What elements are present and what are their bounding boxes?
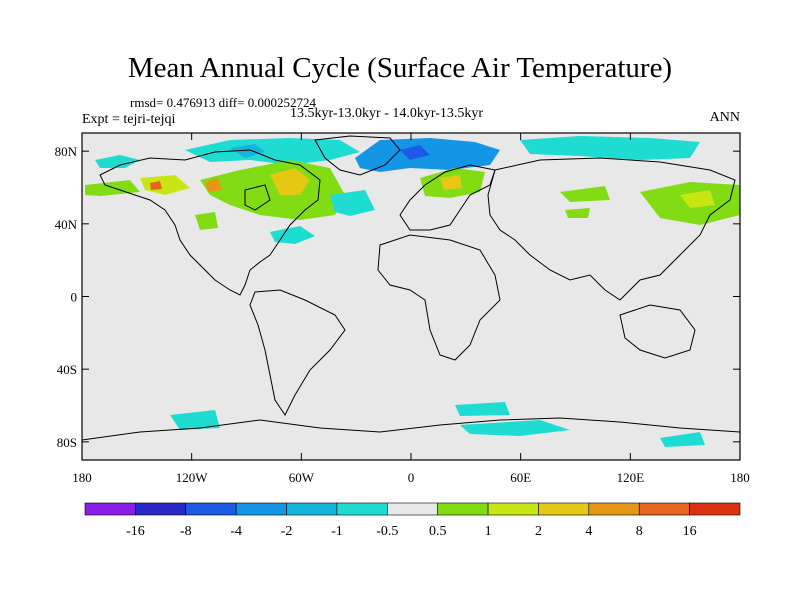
colorbar-label: -2 (281, 524, 293, 539)
map-title: Mean Annual Cycle (Surface Air Temperatu… (127, 52, 673, 84)
latitude-axis: 80N 40N 0 40S 80S (55, 144, 740, 450)
coastlines (82, 135, 740, 441)
coast-greenland (314, 135, 401, 176)
period-label: 13.5kyr-13.0kyr - 14.0kyr-13.5kyr (290, 106, 484, 121)
patch-antarctic-cool-3 (460, 420, 570, 436)
patch-alaska-red (150, 181, 162, 190)
patch-east-arctic (95, 155, 140, 168)
coast-europe (399, 164, 496, 231)
lon-tick-label: 180 (730, 470, 750, 485)
colorbar-swatch (185, 502, 237, 516)
patch-siberia-cool (520, 136, 700, 160)
experiment-label: Expt = tejri-tejqi (82, 112, 176, 127)
colorbar-swatch (638, 502, 690, 516)
lat-tick-label: 40N (55, 217, 78, 232)
patch-greenland-deep (400, 145, 430, 160)
lat-tick-label: 80N (55, 144, 78, 159)
patch-alaska (140, 175, 190, 195)
coast-asia (487, 157, 736, 301)
lat-tick-label: 80S (57, 435, 77, 450)
patch-atlantic-cool (330, 190, 375, 216)
patch-labrador-cool (270, 226, 315, 244)
patch-russia (560, 186, 610, 202)
coast-south-america (249, 289, 346, 416)
patch-arctic-cool-west (185, 138, 360, 165)
colorbar-label: -8 (180, 524, 192, 539)
lat-tick-label: 40S (57, 362, 77, 377)
map-background (82, 133, 740, 460)
lat-tick-label: 0 (71, 290, 78, 305)
patch-canada-warm (200, 160, 345, 220)
colorbar-label: -4 (230, 524, 242, 539)
colorbar-swatch (588, 502, 640, 516)
colorbar-swatch (336, 502, 388, 516)
lon-tick-label: 60E (510, 470, 531, 485)
colorbar-label: -1 (331, 524, 343, 539)
patch-antarctic-cool-1 (170, 410, 220, 430)
patch-antarctic-cool-4 (660, 432, 705, 447)
colorbar-label: 2 (535, 524, 542, 539)
colorbar-label: 0.5 (429, 524, 447, 539)
coast-hudson-bay (244, 184, 271, 211)
lon-tick-label: 120W (176, 470, 209, 485)
patch-scandinavia-hot (440, 175, 462, 190)
patch-central-asia (565, 208, 590, 218)
colorbar-swatch (538, 502, 590, 516)
season-label: ANN (709, 110, 740, 125)
colorbar-swatch (387, 502, 438, 516)
coast-antarctica (82, 417, 740, 441)
lon-tick-label: 120E (617, 470, 645, 485)
colorbar-label: 16 (683, 524, 697, 539)
colorbar-swatch (235, 502, 287, 516)
longitude-axis: 180 120W 60W 0 60E 120E 180 (72, 133, 750, 485)
colorbar-swatch (135, 502, 187, 516)
lon-tick-label: 60W (289, 470, 315, 485)
patch-canada-orange (270, 168, 310, 195)
patch-pacific-nw (195, 212, 218, 230)
colorbar-swatch (487, 502, 539, 516)
lon-tick-label: 180 (72, 470, 92, 485)
colorbar-swatch (437, 502, 489, 516)
coast-australia (619, 304, 696, 359)
patch-hudson (205, 178, 222, 192)
colorbar-swatch (689, 502, 741, 516)
patch-antarctic-cool-2 (455, 402, 510, 416)
colorbar-swatch (84, 502, 136, 516)
colorbar-label: 4 (585, 524, 592, 539)
coast-africa (377, 234, 501, 361)
colorbar-label: -0.5 (376, 524, 398, 539)
colorbar-label: 8 (636, 524, 643, 539)
colorbar-label: 1 (485, 524, 492, 539)
coast-north-america (99, 149, 321, 296)
anomaly-patches (85, 136, 740, 447)
colorbar-swatch (286, 502, 338, 516)
colorbar: -16 -8 -4 -2 -1 -0.5 0.5 1 2 4 8 16 (84, 502, 741, 539)
lon-tick-label: 0 (408, 470, 415, 485)
stats-text: rmsd= 0.476913 diff= 0.000252724 (130, 95, 316, 110)
patch-far-east-yellow (680, 190, 715, 208)
patch-beaufort (230, 144, 265, 158)
colorbar-label: -16 (126, 524, 145, 539)
